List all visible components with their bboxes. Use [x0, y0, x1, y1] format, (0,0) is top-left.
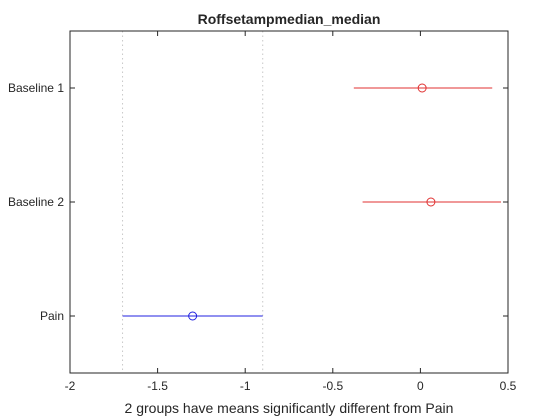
- mean-marker-1: [417, 83, 427, 93]
- chart-title: Roffsetampmedian_median: [198, 11, 381, 27]
- x-tick-label: -2: [65, 379, 76, 393]
- x-tick-label: -1: [240, 379, 251, 393]
- y-tick-label: Baseline 2: [8, 195, 64, 209]
- x-tick-label: -1.5: [147, 379, 168, 393]
- plot-area: -2 -1.5 -1 -0.5 0 0.5 Baseline 1 Baseline 2 Pain: [8, 30, 517, 393]
- y-tick-label: Baseline 1: [8, 81, 64, 95]
- x-tick-label: -0.5: [322, 379, 343, 393]
- x-axis-label: 2 groups have means significantly differ…: [125, 400, 454, 416]
- mean-marker-2: [426, 197, 436, 207]
- mean-marker-3: [188, 311, 198, 321]
- y-tick-label: Pain: [40, 309, 64, 323]
- x-tick-label: 0.5: [500, 379, 517, 393]
- x-tick-label: 0: [417, 379, 424, 393]
